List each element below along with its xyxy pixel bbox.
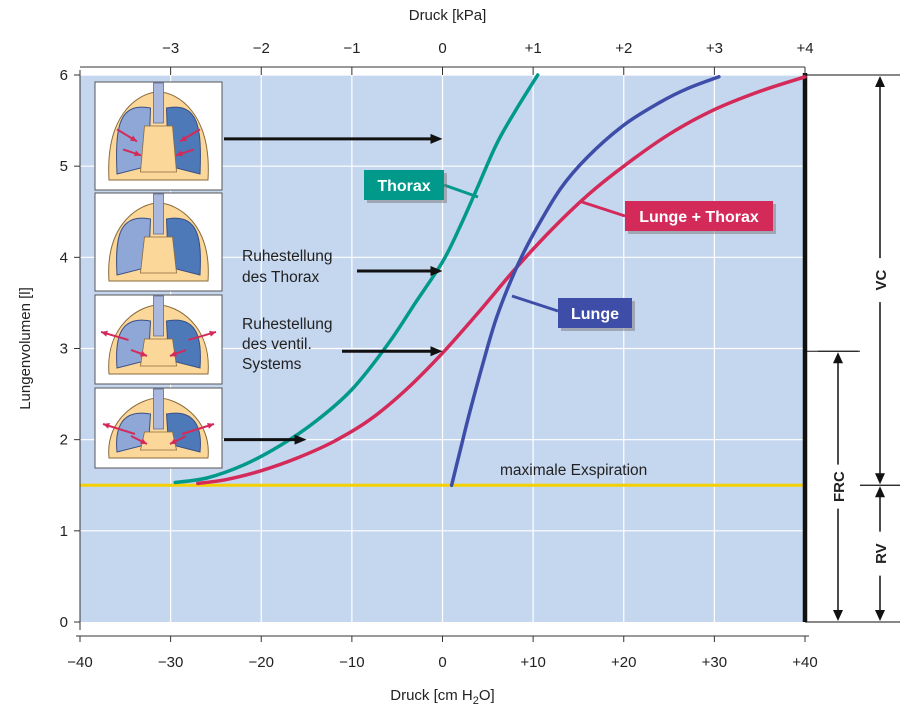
annotation-line: des ventil. [242, 336, 312, 353]
x-top-tick-label: +1 [525, 40, 542, 57]
label-lunge-text: Lunge [571, 306, 619, 323]
pressure-arrow-head [140, 350, 147, 357]
annotation-rest-thorax: Ruhestellung des Thorax [242, 248, 332, 286]
bracket-rv-head-bottom [875, 610, 885, 621]
annotation-line: Ruhestellung [242, 248, 332, 265]
pressure-arrow-head [170, 350, 177, 357]
x-axis-title-end: O] [479, 687, 495, 704]
label-thorax-box [364, 170, 444, 200]
y-tick-label: 1 [60, 523, 68, 540]
bracket-frc-head-bottom [833, 610, 843, 621]
label-lunge-box [558, 298, 632, 328]
y-tick-label: 2 [60, 432, 68, 449]
curve-lunge [449, 75, 721, 488]
y-tick-label: 4 [60, 249, 68, 266]
mediastinum [140, 338, 177, 367]
x-tick-label: −20 [249, 654, 274, 671]
lung-thumbnail-4 [94, 387, 223, 469]
annotation-line: Systems [242, 356, 302, 373]
annotations: Thorax Lunge + Thorax Lunge Ruhestellung des… [224, 133, 776, 479]
bracket-rv-head-top [875, 486, 885, 498]
x-tick-label: +20 [611, 654, 636, 671]
trachea [153, 388, 164, 430]
reference-lines [80, 73, 808, 622]
bracket-frc-label: FRC [831, 471, 848, 502]
trachea [153, 82, 164, 124]
x-tick-label: +40 [792, 654, 817, 671]
x-tick-label: +30 [702, 654, 727, 671]
lung-thumbnail-1 [94, 81, 223, 191]
curve-lunge-thorax [196, 75, 807, 486]
y-axis-title: Lungenvolumen [l] [17, 287, 34, 410]
annotation-line: Ruhestellung [242, 316, 332, 333]
pressure-arrow-head [101, 330, 108, 337]
x-tick-label: −40 [67, 654, 92, 671]
bracket-frc-head-top [833, 352, 843, 364]
x-axis-title: Druck [cm H2O] [390, 687, 494, 707]
pressure-arrow-head [103, 422, 110, 429]
x-axis-title-main: Druck [cm H [390, 687, 473, 704]
x-top-tick-label: +3 [706, 40, 723, 57]
x-top-tick-label: +4 [796, 40, 813, 57]
x-top-tick-label: −1 [343, 40, 360, 57]
curve-thorax [173, 73, 540, 485]
label-thorax-text: Thorax [377, 178, 430, 195]
pressure-arrow-head [176, 150, 183, 157]
pressure-arrow-head [140, 438, 147, 444]
x-tick-label: −30 [158, 654, 183, 671]
annotation-rest-system: Ruhestellung des ventil. Systems [242, 316, 332, 373]
mediastinum [140, 125, 177, 173]
x-top-axis-title: Druck [kPa] [409, 7, 487, 24]
trachea [153, 193, 164, 235]
mediastinum [140, 236, 177, 274]
x-tick-label: +10 [520, 654, 545, 671]
pressure-arrow-head [209, 330, 216, 337]
bracket-vc-head-bottom [875, 473, 885, 485]
label-lunge-thorax-box [625, 201, 773, 231]
annotation-max-expiration: maximale Exspiration [500, 462, 647, 479]
y-tick-label: 6 [60, 67, 68, 84]
lung-thumbnail-2 [94, 192, 223, 292]
y-tick-label: 0 [60, 614, 68, 631]
x-tick-label: 0 [438, 654, 446, 671]
arrow-rest-system-head [430, 346, 443, 357]
label-thorax-leader [443, 183, 479, 199]
label-lunge-leader [511, 294, 559, 313]
x-top-tick-label: −2 [253, 40, 270, 57]
lung-thumbnails [94, 81, 223, 469]
pressure-arrow-head [180, 135, 187, 142]
arrow-thumb-4-head [294, 434, 307, 445]
y-tick-label: 5 [60, 158, 68, 175]
pressure-arrow-head [170, 438, 177, 444]
bracket-vc-label: VC [873, 270, 890, 291]
annotation-line: des Thorax [242, 269, 320, 286]
volume-brackets: VC FRC RV [805, 74, 900, 623]
label-lunge-thorax-leader [581, 200, 626, 218]
trachea [153, 295, 164, 337]
y-tick-label: 3 [60, 341, 68, 358]
pressure-arrow-head [134, 150, 141, 157]
pressure-arrow-head [130, 135, 137, 142]
pressure-arrow-head [207, 422, 214, 429]
x-tick-label: −10 [339, 654, 364, 671]
bracket-vc-head-top [875, 76, 885, 87]
x-axis-title-sub: 2 [473, 695, 479, 707]
lung-thumbnail-3 [94, 294, 223, 385]
label-lunge-thorax-text: Lunge + Thorax [639, 209, 759, 226]
arrow-rest-thorax-head [430, 266, 443, 277]
x-top-tick-label: −3 [162, 40, 179, 57]
bracket-rv-label: RV [873, 543, 890, 564]
arrow-thumb-1-head [430, 133, 443, 144]
mediastinum [140, 431, 177, 451]
curves [173, 73, 807, 488]
x-top-tick-label: +2 [615, 40, 632, 57]
x-top-tick-label: 0 [438, 40, 446, 57]
